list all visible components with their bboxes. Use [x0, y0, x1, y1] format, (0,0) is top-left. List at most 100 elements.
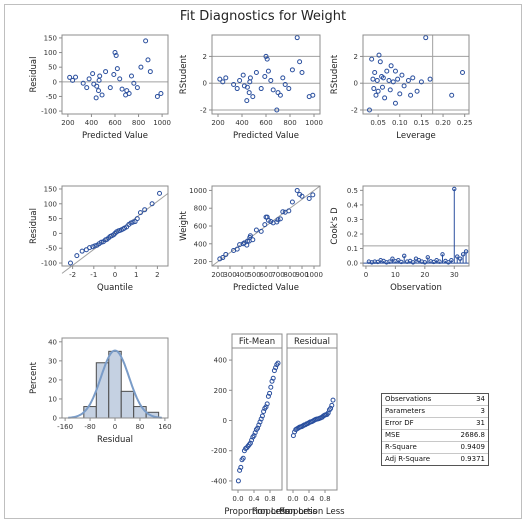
resid_pred-point — [84, 85, 90, 91]
cooks-y-axis-label: Cook's D — [330, 207, 340, 245]
resid_pred-point — [158, 91, 164, 97]
resid_hist-bar — [83, 406, 97, 419]
resid_hist-normal-curve — [68, 349, 162, 419]
resid_pred-x-tick-label: 800 — [132, 119, 145, 127]
stat-value: 31 — [476, 419, 485, 427]
resid_hist-x-tick-label: -160 — [57, 423, 73, 431]
rstud_pred-point — [280, 75, 286, 81]
obs_pred-point — [299, 193, 305, 199]
rstud_pred-point — [253, 69, 259, 75]
cooks-point — [449, 257, 454, 263]
rf-fitmean-y-tick-label: 0 — [223, 417, 227, 425]
qq_resid-point — [98, 239, 104, 245]
stat-label: MSE — [385, 431, 400, 439]
figure-title: Fit Diagnostics for Weight — [179, 9, 347, 24]
resid_pred-point — [143, 38, 149, 44]
resid_pred-point — [145, 57, 151, 63]
rf-fitmean-point — [273, 365, 279, 371]
rstud_lev-point — [423, 35, 429, 41]
cooks-y-tick-label: 0.3 — [347, 216, 358, 224]
rf-fitmean-point — [261, 408, 267, 414]
qq_resid-x-axis-label: Quantile — [97, 283, 133, 293]
stat-value: 0.9371 — [460, 455, 486, 463]
obs_pred-point — [310, 192, 316, 198]
rstud_pred-point — [244, 84, 250, 90]
qq_resid-point — [149, 201, 155, 207]
rf-panel-title: Fit-Mean — [239, 337, 275, 347]
rstud_lev-point — [370, 76, 376, 82]
rstud_lev-y-axis-label: RStudent — [330, 54, 340, 94]
rstud_lev-x-axis-label: Leverage — [396, 131, 435, 141]
resid_hist-y-tick-label: 30 — [48, 357, 57, 365]
cooks-x-tick-label: 10 — [391, 271, 400, 279]
stat-label: Observations — [385, 395, 432, 403]
rf-fitmean-y-tick-label: 400 — [214, 357, 227, 365]
rstud_lev-point — [376, 52, 382, 58]
rstud_pred-point — [297, 59, 303, 65]
obs_pred-point — [289, 199, 295, 205]
stat-label: R-Square — [385, 443, 417, 451]
cooks-x-tick-label: 20 — [420, 271, 429, 279]
cooks-point — [425, 255, 430, 260]
cooks-point — [390, 256, 395, 261]
rf-fitmean-x-axis-label: Proportion Less — [224, 507, 290, 517]
stat-value: 3 — [480, 407, 485, 415]
cooks-point — [440, 252, 445, 257]
resid_pred-point — [138, 64, 144, 70]
resid_pred-y-axis-label: Residual — [29, 57, 39, 93]
rf-residual-x-tick-label: 0.8 — [319, 495, 330, 503]
rstud_pred-point — [234, 86, 240, 92]
stat-label: Error DF — [385, 419, 414, 427]
rstud_lev-y-tick-label: 2 — [354, 53, 358, 61]
rstud_lev-plot-area — [362, 34, 470, 115]
resid_pred-plot-area — [61, 34, 169, 115]
rstud_pred-point — [246, 90, 252, 96]
qq_resid-point — [142, 207, 148, 213]
cooks-x-axis-label: Observation — [390, 283, 442, 293]
rf-fitmean-x-tick-label: 0.4 — [248, 495, 260, 503]
rf-panel-title: Residual — [294, 337, 330, 347]
rf-residual-x-tick-label: 0.0 — [287, 495, 298, 503]
rstud_pred-point — [277, 92, 283, 98]
stat-row: Parameters 3 — [382, 406, 488, 418]
resid_hist-x-tick-label: -80 — [84, 423, 95, 431]
stat-row: MSE 2686.8 — [382, 430, 488, 442]
rf-fitmean-x-tick-label: 0.8 — [264, 495, 275, 503]
rstud_pred-x-tick-label: 400 — [235, 119, 248, 127]
resid_hist-x-axis-label: Residual — [97, 435, 133, 445]
rf-fitmean-point — [263, 404, 269, 410]
rstud_lev-point — [384, 68, 390, 74]
resid_pred-point — [112, 50, 118, 56]
resid_hist-y-tick-label: 20 — [48, 376, 57, 384]
rf-residual-plot-area — [286, 347, 338, 491]
cooks-plot-area — [362, 185, 470, 267]
cooks-point — [422, 260, 428, 265]
obs_pred-point — [294, 187, 300, 193]
obs_pred-y-tick-label: 600 — [194, 223, 207, 231]
stat-row: Observations 34 — [382, 394, 488, 406]
rstud_lev-point — [375, 88, 381, 94]
rstud_pred-point — [270, 87, 276, 93]
rstud_lev-point — [427, 76, 433, 82]
qq_resid-point — [79, 248, 85, 254]
fit-statistics-table: Observations 34 Parameters 3 Error DF 31 MSE 26… — [381, 393, 489, 466]
obs_pred-point — [234, 246, 240, 252]
obs_pred-point — [286, 208, 292, 214]
obs_pred-y-tick-label: 1000 — [189, 187, 207, 195]
resid_pred-x-axis-label: Predicted Value — [82, 131, 148, 141]
resid_pred-x-tick-label: 1000 — [153, 119, 171, 127]
rstud_pred-y-axis-label: RStudent — [179, 54, 189, 94]
rstud_lev-point — [390, 79, 396, 85]
rstud_pred-y-tick-label: 0 — [203, 80, 207, 88]
obs_pred-x-tick-label: 600 — [259, 271, 272, 279]
qq_resid-y-tick-label: 100 — [44, 200, 57, 208]
rstud_lev-point — [379, 84, 385, 90]
rstud_lev-point — [460, 69, 466, 75]
cooks-point — [399, 259, 404, 265]
rstud_lev-point — [395, 76, 401, 82]
rstud_lev-point — [386, 78, 392, 84]
qq_resid-point — [157, 190, 163, 196]
rstud_lev-point — [380, 75, 386, 81]
rf-fitmean-point — [249, 437, 255, 443]
rf-fitmean-point — [258, 416, 264, 422]
